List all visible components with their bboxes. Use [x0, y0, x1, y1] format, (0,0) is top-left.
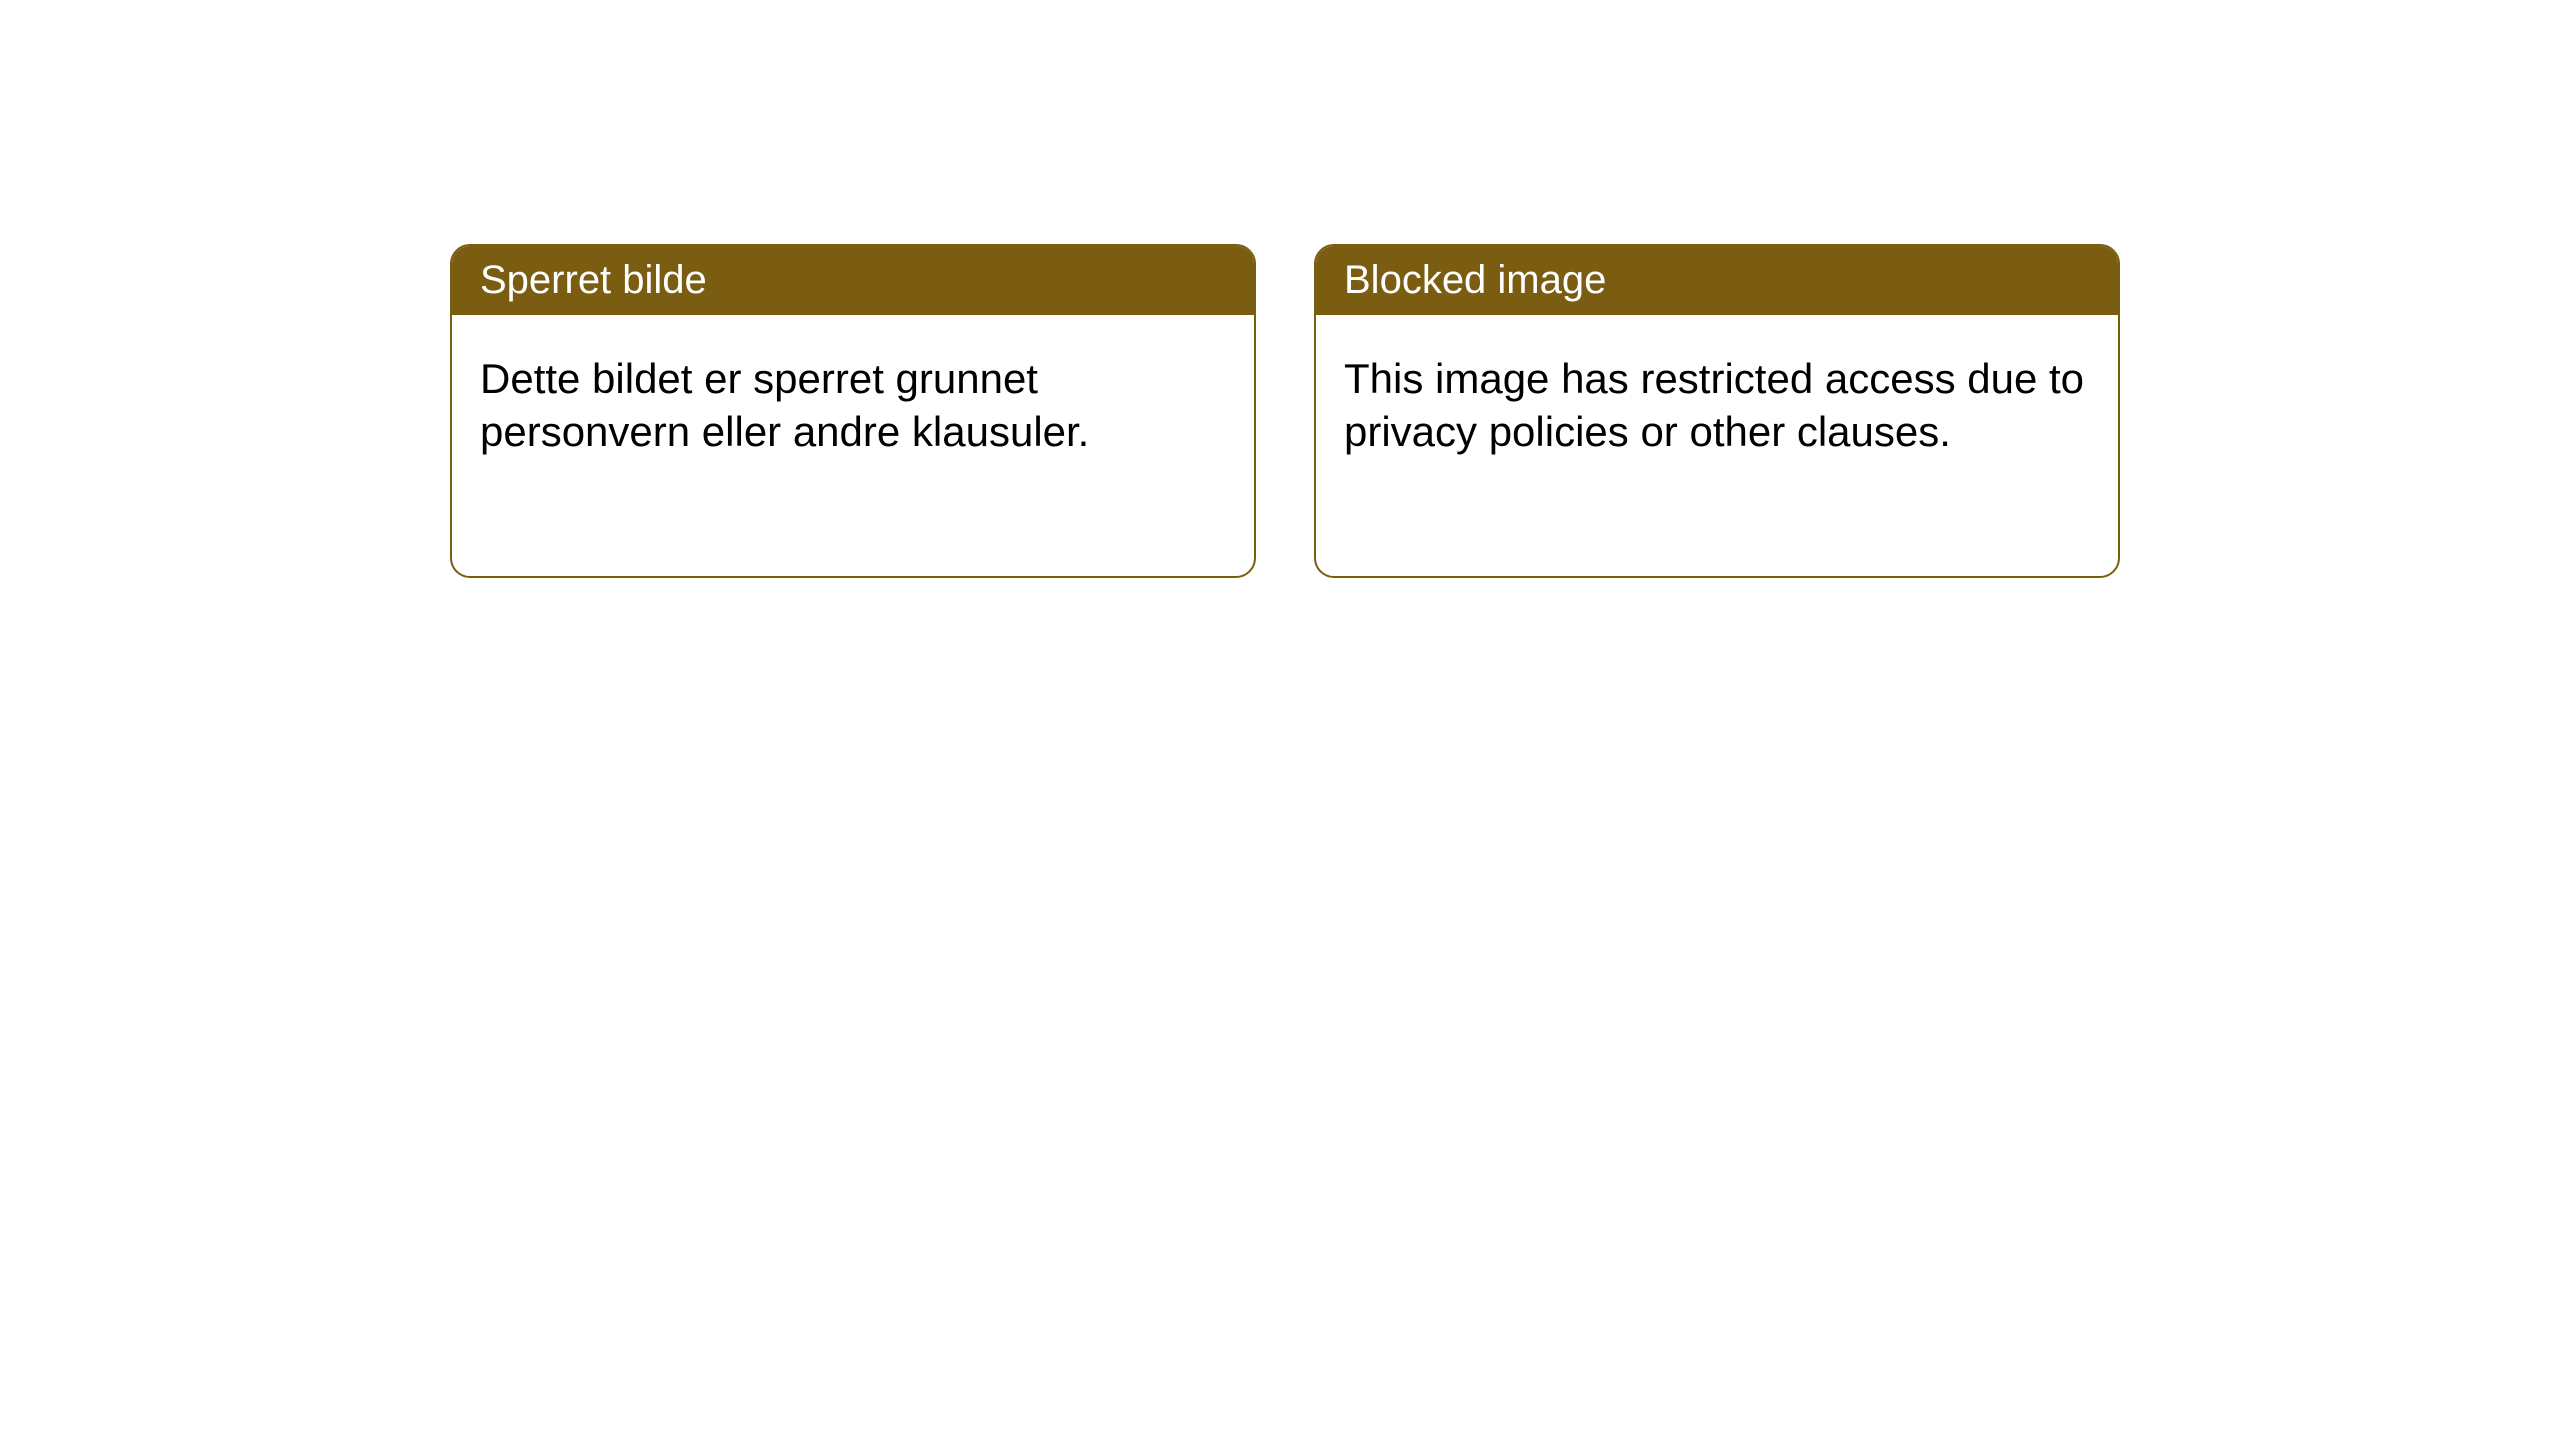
card-title: Blocked image: [1344, 258, 1606, 302]
card-title: Sperret bilde: [480, 258, 707, 302]
card-header: Blocked image: [1316, 246, 2118, 315]
card-header: Sperret bilde: [452, 246, 1254, 315]
card-body-text: Dette bildet er sperret grunnet personve…: [480, 355, 1089, 455]
blocked-image-card-no: Sperret bilde Dette bildet er sperret gr…: [450, 244, 1256, 578]
card-body: This image has restricted access due to …: [1316, 315, 2118, 496]
blocked-image-card-en: Blocked image This image has restricted …: [1314, 244, 2120, 578]
notice-container: Sperret bilde Dette bildet er sperret gr…: [0, 0, 2560, 578]
card-body-text: This image has restricted access due to …: [1344, 355, 2084, 455]
card-body: Dette bildet er sperret grunnet personve…: [452, 315, 1254, 496]
